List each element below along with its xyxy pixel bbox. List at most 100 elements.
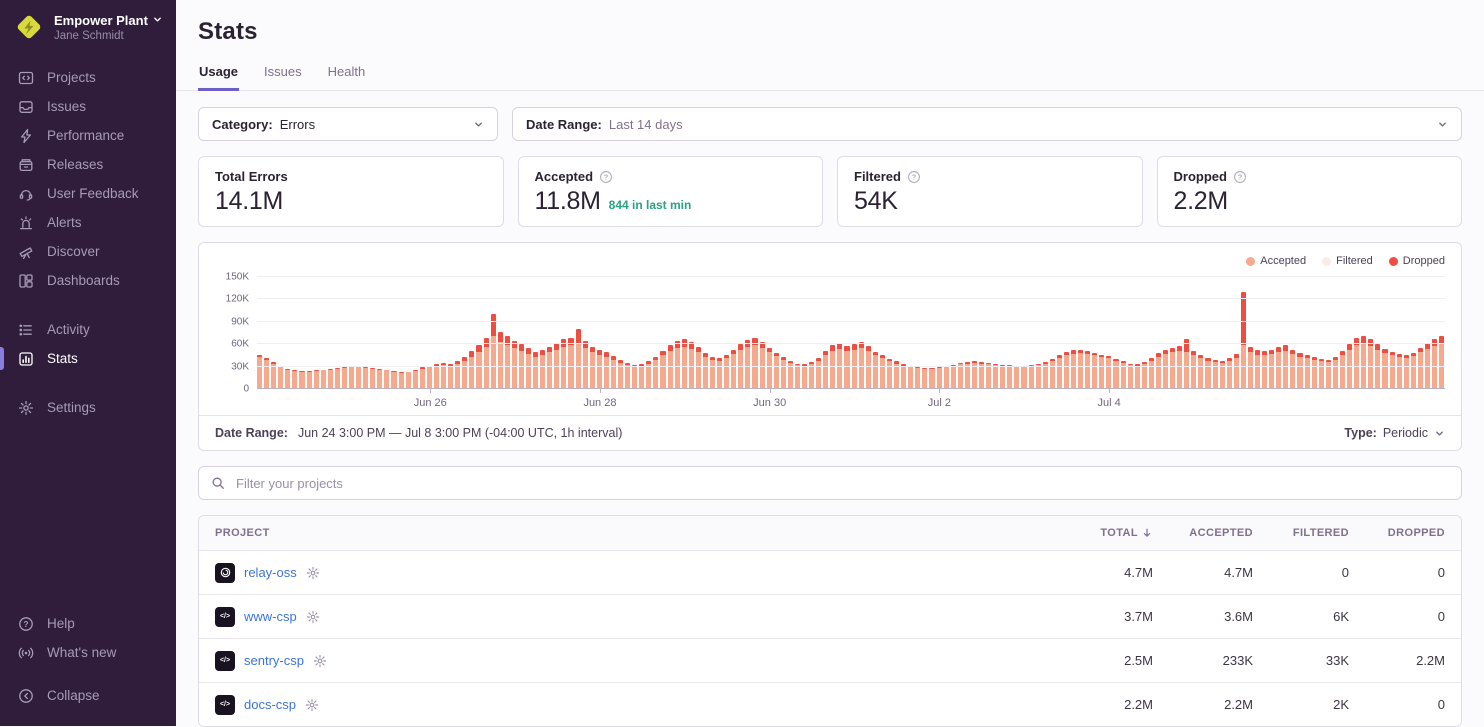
chart-bar[interactable] bbox=[476, 277, 482, 388]
project-link[interactable]: sentry-csp bbox=[244, 653, 304, 668]
chart-bar[interactable] bbox=[327, 277, 333, 388]
chart-bar[interactable] bbox=[901, 277, 907, 388]
chart-bar[interactable] bbox=[787, 277, 793, 388]
chart-bar[interactable] bbox=[384, 277, 390, 388]
legend-item-dropped[interactable]: Dropped bbox=[1388, 255, 1445, 267]
chart-bar[interactable] bbox=[936, 277, 942, 388]
project-link[interactable]: docs-csp bbox=[244, 697, 297, 712]
column-header-total[interactable]: TOTAL bbox=[1043, 527, 1153, 539]
chart-bar[interactable] bbox=[978, 277, 985, 388]
chart-bar[interactable] bbox=[1240, 277, 1246, 388]
chart-bar[interactable] bbox=[511, 277, 517, 388]
chart-bar[interactable] bbox=[964, 277, 970, 388]
column-header-project[interactable]: PROJECT bbox=[215, 527, 1043, 539]
chart-bar[interactable] bbox=[1339, 277, 1346, 388]
org-switcher[interactable]: Empower Plant Jane Schmidt bbox=[0, 0, 176, 53]
chart-bar[interactable] bbox=[1205, 277, 1211, 388]
chart-bar[interactable] bbox=[731, 277, 737, 388]
sidebar-item-discover[interactable]: Discover bbox=[0, 237, 176, 266]
sidebar-item-settings[interactable]: Settings bbox=[0, 393, 176, 422]
chart-bar[interactable] bbox=[1092, 277, 1098, 388]
chart-bar[interactable] bbox=[802, 277, 808, 388]
chart-bar[interactable] bbox=[1382, 277, 1388, 388]
category-select[interactable]: Category: Errors bbox=[198, 107, 498, 141]
chart-bar[interactable] bbox=[632, 277, 638, 388]
chart-bar[interactable] bbox=[766, 277, 772, 388]
chart-bar[interactable] bbox=[554, 277, 560, 388]
chart-bar[interactable] bbox=[752, 277, 758, 388]
tab-health[interactable]: Health bbox=[327, 64, 366, 79]
chart-bar[interactable] bbox=[1163, 277, 1169, 388]
chart-bar[interactable] bbox=[1233, 277, 1239, 388]
chart-bar[interactable] bbox=[1255, 277, 1261, 388]
chart-bar[interactable] bbox=[1368, 277, 1374, 388]
chart-bar[interactable] bbox=[1042, 277, 1048, 388]
chart-bar[interactable] bbox=[1375, 277, 1381, 388]
chart-bar[interactable] bbox=[1056, 277, 1062, 388]
chart-bar[interactable] bbox=[646, 277, 652, 388]
chart-bar[interactable] bbox=[915, 277, 921, 388]
chart-bar[interactable] bbox=[596, 277, 602, 388]
chart-bar[interactable] bbox=[780, 277, 786, 388]
chart-bar[interactable] bbox=[363, 277, 369, 388]
project-link[interactable]: www-csp bbox=[244, 609, 297, 624]
legend-item-filtered[interactable]: Filtered bbox=[1322, 255, 1373, 267]
chart-bar[interactable] bbox=[1106, 277, 1112, 388]
chart-bar[interactable] bbox=[1410, 277, 1416, 388]
sidebar-item-releases[interactable]: Releases bbox=[0, 150, 176, 179]
sidebar-item-whats-new[interactable]: What's new bbox=[0, 638, 176, 667]
chart-bar[interactable] bbox=[1021, 277, 1027, 388]
chart-bar[interactable] bbox=[1035, 277, 1041, 388]
chart-bar[interactable] bbox=[1262, 277, 1268, 388]
chart-bar[interactable] bbox=[1354, 277, 1360, 388]
chart-bar[interactable] bbox=[1120, 277, 1126, 388]
help-icon[interactable]: ? bbox=[1233, 170, 1247, 184]
sidebar-item-activity[interactable]: Activity bbox=[0, 315, 176, 344]
sidebar-item-dashboards[interactable]: Dashboards bbox=[0, 266, 176, 295]
chart-bar[interactable] bbox=[1134, 277, 1140, 388]
chart-bar[interactable] bbox=[667, 277, 673, 388]
chart-bar[interactable] bbox=[568, 277, 574, 388]
chart-bar[interactable] bbox=[1332, 277, 1338, 388]
chart-bar[interactable] bbox=[674, 277, 680, 388]
chart-bar[interactable] bbox=[617, 277, 624, 388]
chart-bar[interactable] bbox=[1439, 277, 1445, 388]
search-input[interactable] bbox=[234, 474, 1449, 492]
chart-bar[interactable] bbox=[356, 277, 362, 388]
chart-bar[interactable] bbox=[1431, 277, 1438, 388]
chart-bar[interactable] bbox=[533, 277, 539, 388]
chart-bar[interactable] bbox=[1113, 277, 1119, 388]
chart-bar[interactable] bbox=[1325, 277, 1331, 388]
chart-bar[interactable] bbox=[908, 277, 914, 388]
chart-bar[interactable] bbox=[830, 277, 836, 388]
chart-bar[interactable] bbox=[894, 277, 900, 388]
chart-bar[interactable] bbox=[738, 277, 744, 388]
type-select[interactable]: Type: Periodic bbox=[1344, 426, 1445, 440]
chart-bar[interactable] bbox=[1361, 277, 1367, 388]
chart-bar[interactable] bbox=[1396, 277, 1402, 388]
sidebar-item-collapse[interactable]: Collapse bbox=[0, 681, 176, 710]
chart-bar[interactable] bbox=[603, 277, 609, 388]
chart-bar[interactable] bbox=[320, 277, 326, 388]
chart-bar[interactable] bbox=[872, 277, 878, 388]
chart-bar[interactable] bbox=[1148, 277, 1154, 388]
chart-bar[interactable] bbox=[377, 277, 383, 388]
chart-bar[interactable] bbox=[525, 277, 532, 388]
column-header-filtered[interactable]: FILTERED bbox=[1253, 527, 1349, 539]
chart-bar[interactable] bbox=[625, 277, 631, 388]
chart-bar[interactable] bbox=[575, 277, 581, 388]
chart-bar[interactable] bbox=[773, 277, 779, 388]
chart-bar[interactable] bbox=[1198, 277, 1204, 388]
chart-bar[interactable] bbox=[844, 277, 850, 388]
chart-bar[interactable] bbox=[837, 277, 843, 388]
chart-bar[interactable] bbox=[1247, 277, 1254, 388]
sidebar-item-performance[interactable]: Performance bbox=[0, 121, 176, 150]
chart-bar[interactable] bbox=[1127, 277, 1133, 388]
chart-bar[interactable] bbox=[1219, 277, 1225, 388]
date-range-select[interactable]: Date Range: Last 14 days bbox=[512, 107, 1462, 141]
chart-bar[interactable] bbox=[1170, 277, 1176, 388]
chart-bar[interactable] bbox=[1389, 277, 1395, 388]
chart-bar[interactable] bbox=[1184, 277, 1190, 388]
chart-bar[interactable] bbox=[1028, 277, 1034, 388]
chart-bar[interactable] bbox=[688, 277, 694, 388]
